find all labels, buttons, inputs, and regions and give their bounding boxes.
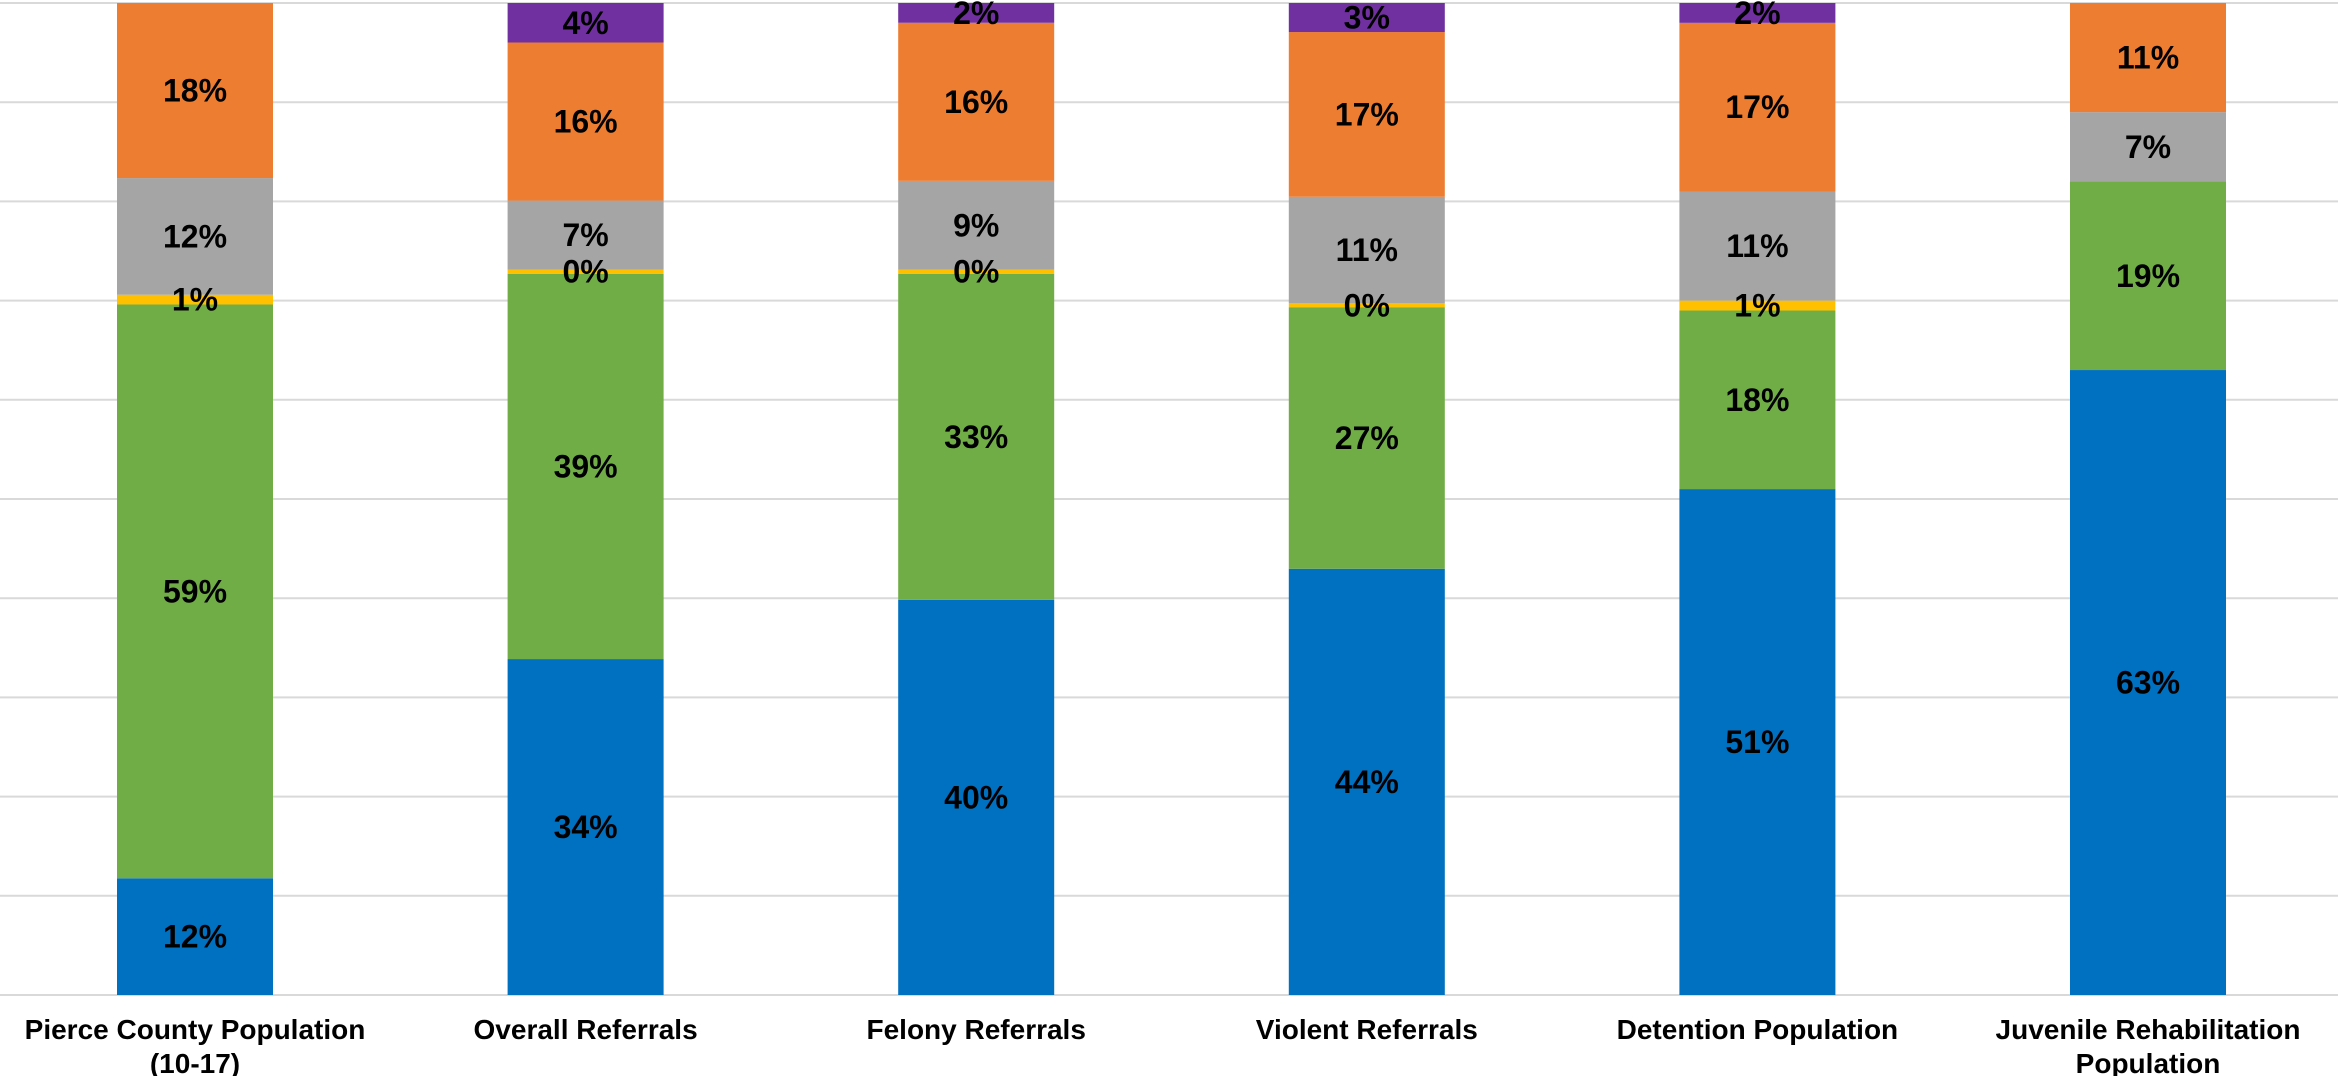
- bar-segment: [898, 269, 1055, 274]
- data-label: 63%: [2116, 665, 2180, 701]
- data-label: 12%: [163, 919, 227, 955]
- bar-segment: [1679, 3, 1836, 23]
- data-label: 27%: [1335, 420, 1399, 456]
- category-label: Pierce County Population: [25, 1014, 366, 1045]
- data-label: 11%: [2117, 40, 2179, 76]
- data-label: 59%: [163, 573, 227, 609]
- data-label: 11%: [1336, 232, 1398, 268]
- bar-segment: [507, 200, 664, 270]
- data-label: 16%: [944, 84, 1008, 120]
- data-label: 0%: [1344, 287, 1390, 323]
- data-label: 3%: [1344, 0, 1390, 36]
- bar-segment: [507, 3, 664, 43]
- data-label: 2%: [1734, 0, 1780, 31]
- bar-segment: [2070, 112, 2226, 182]
- bar-segment: [1288, 3, 1445, 33]
- bar-segment: [507, 273, 664, 660]
- bar-segment: [1679, 300, 1836, 311]
- category-label: Violent Referrals: [1256, 1014, 1478, 1045]
- data-label: 17%: [1335, 96, 1399, 132]
- bar-segment: [898, 3, 1055, 23]
- data-label: 1%: [1734, 288, 1780, 324]
- data-label: 11%: [1726, 228, 1788, 264]
- category-label: Overall Referrals: [474, 1014, 698, 1045]
- bar-segment: [898, 22, 1055, 181]
- bar-segment: [507, 42, 664, 201]
- data-label: 40%: [944, 779, 1008, 815]
- data-label: 7%: [2125, 129, 2171, 165]
- bar-segment: [1288, 196, 1445, 304]
- bar-segment: [1679, 489, 1836, 995]
- bar-segment: [117, 304, 273, 879]
- category-label: Juvenile Rehabilitation: [1996, 1014, 2301, 1045]
- bar-segment: [507, 659, 664, 995]
- data-label: 12%: [163, 218, 227, 254]
- bar-segment: [1679, 22, 1836, 192]
- data-label: 44%: [1335, 764, 1399, 800]
- bar-segment: [1288, 568, 1445, 995]
- bar-segments: [117, 3, 2226, 995]
- category-label: Population: [2076, 1048, 2221, 1076]
- bar-segment: [507, 269, 664, 274]
- data-label: 9%: [953, 207, 999, 243]
- bar-segment: [898, 273, 1055, 600]
- data-label: 17%: [1725, 89, 1789, 125]
- category-label: Detention Population: [1617, 1014, 1899, 1045]
- category-label: (10-17): [150, 1048, 240, 1076]
- category-labels: Pierce County Population (10-17) Overall R…: [25, 1014, 2301, 1076]
- bar-segment: [2070, 3, 2226, 113]
- data-label: 0%: [953, 254, 999, 290]
- bar-segment: [898, 180, 1055, 270]
- data-label: 18%: [163, 73, 227, 109]
- data-label: 18%: [1725, 382, 1789, 418]
- data-labels: 12%59%1%12%18%34%39%0%7%16%4%40%33%0%9%1…: [163, 0, 2180, 955]
- gridlines: [0, 2, 2338, 996]
- data-label: 16%: [554, 104, 618, 140]
- bar-segment: [2070, 370, 2226, 995]
- data-label: 34%: [554, 809, 618, 845]
- category-label: Felony Referrals: [866, 1014, 1085, 1045]
- bar-segment: [1679, 310, 1836, 490]
- data-label: 4%: [562, 5, 608, 41]
- bar-segment: [1288, 32, 1445, 197]
- data-label: 19%: [2116, 258, 2180, 294]
- bar-segment: [2070, 181, 2226, 371]
- data-label: 7%: [562, 217, 608, 253]
- bar-segment: [1288, 303, 1445, 308]
- bar-segment: [117, 294, 273, 305]
- bar-segment: [1288, 307, 1445, 569]
- data-label: 1%: [172, 282, 218, 318]
- bar-segment: [117, 878, 273, 995]
- bar-segment: [117, 3, 273, 179]
- data-label: 33%: [944, 419, 1008, 455]
- data-label: 2%: [953, 0, 999, 31]
- data-label: 39%: [554, 448, 618, 484]
- data-label: 51%: [1725, 724, 1789, 760]
- data-label: 0%: [562, 254, 608, 290]
- bar-segment: [117, 178, 273, 295]
- bar-segment: [898, 599, 1055, 995]
- bar-segment: [1679, 191, 1836, 301]
